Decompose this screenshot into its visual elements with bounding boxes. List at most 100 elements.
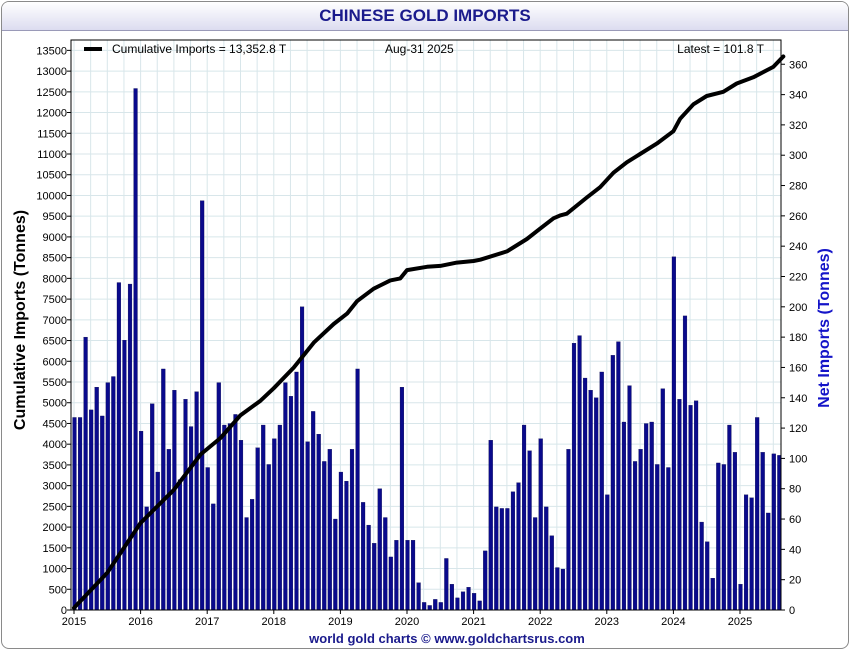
- net-imports-bar: [599, 371, 604, 611]
- net-imports-bar: [549, 535, 554, 611]
- right-tick-label: 100: [789, 453, 807, 465]
- left-tick-label: 13000: [36, 66, 67, 78]
- net-imports-bar: [527, 450, 532, 611]
- title-bar: CHINESE GOLD IMPORTS: [2, 2, 848, 31]
- net-imports-bar: [483, 550, 488, 611]
- net-imports-bar: [516, 482, 521, 611]
- net-imports-bar: [666, 467, 671, 611]
- net-imports-bar: [338, 471, 343, 611]
- net-imports-bar: [327, 449, 332, 611]
- x-axis-ticks: 2015 2016 2017 2018 2019 2020 2021 2022 2023 2024…: [62, 610, 752, 628]
- net-imports-bar: [172, 390, 177, 611]
- net-imports-bar: [377, 488, 382, 611]
- net-imports-bar: [372, 543, 377, 611]
- net-imports-bar: [594, 397, 599, 611]
- net-imports-bar: [111, 376, 116, 611]
- net-imports-bar: [633, 461, 638, 611]
- net-imports-bar: [760, 452, 765, 611]
- right-tick-label: 200: [789, 302, 807, 314]
- left-tick-label: 5000: [43, 398, 67, 410]
- net-imports-bar: [177, 479, 183, 611]
- right-tick-label: 240: [789, 241, 807, 253]
- x-tick-label: 2023: [595, 616, 619, 628]
- net-imports-bar: [238, 440, 244, 611]
- chart-title: CHINESE GOLD IMPORTS: [319, 6, 531, 25]
- right-tick-label: 280: [789, 181, 807, 193]
- net-imports-bar: [244, 517, 249, 611]
- net-imports-bar: [522, 424, 527, 611]
- left-tick-label: 6500: [43, 336, 67, 348]
- net-imports-bar: [699, 521, 704, 611]
- net-imports-bar: [122, 340, 127, 611]
- net-imports-bar: [266, 464, 271, 611]
- x-tick-label: 2015: [62, 616, 86, 628]
- net-imports-bar: [294, 371, 299, 611]
- right-tick-label: 340: [789, 90, 807, 102]
- net-imports-bar: [438, 602, 443, 611]
- legend-series-label: Cumulative Imports = 13,352.8 T: [112, 42, 287, 56]
- left-tick-label: 10500: [36, 170, 67, 182]
- net-imports-bar: [216, 382, 221, 611]
- net-imports-bar: [183, 399, 188, 611]
- right-tick-label: 320: [789, 120, 807, 132]
- net-imports-bar: [538, 438, 543, 611]
- net-imports-bar: [349, 449, 355, 611]
- left-tick-label: 0: [61, 605, 67, 617]
- net-imports-bar: [682, 315, 688, 611]
- net-imports-bar: [250, 499, 255, 611]
- right-tick-label: 20: [789, 575, 801, 587]
- net-imports-bar: [355, 368, 360, 611]
- net-imports-bar: [688, 405, 693, 611]
- net-imports-bar: [466, 587, 471, 611]
- net-imports-bar: [410, 540, 416, 611]
- net-imports-bar: [583, 377, 588, 611]
- net-imports-bar: [588, 390, 593, 611]
- net-imports-bar: [344, 480, 349, 611]
- net-imports-bar: [488, 440, 493, 611]
- net-imports-bar: [755, 417, 760, 611]
- x-tick-label: 2022: [528, 616, 552, 628]
- net-imports-bar: [333, 518, 338, 611]
- net-imports-bar: [477, 600, 482, 611]
- left-tick-label: 5500: [43, 377, 67, 389]
- net-imports-bar: [766, 512, 771, 611]
- x-tick-label: 2020: [395, 616, 419, 628]
- net-imports-bar: [200, 200, 205, 611]
- net-imports-bar: [644, 423, 649, 611]
- left-tick-label: 8000: [43, 273, 67, 285]
- right-tick-label: 180: [789, 332, 807, 344]
- left-tick-label: 2500: [43, 501, 67, 513]
- net-imports-bar: [394, 540, 399, 611]
- net-imports-bar: [721, 464, 726, 611]
- right-tick-label: 220: [789, 271, 807, 283]
- net-imports-bar: [444, 558, 449, 611]
- net-imports-bar: [277, 424, 282, 611]
- net-imports-bar: [727, 424, 732, 611]
- axes: [70, 39, 782, 611]
- net-imports-bar: [716, 462, 721, 611]
- net-imports-bar: [83, 336, 88, 611]
- cumulative-imports-line: [72, 54, 786, 610]
- x-tick-label: 2019: [328, 616, 352, 628]
- net-imports-bar: [616, 341, 621, 611]
- net-imports-bar: [316, 433, 321, 611]
- legend-date-label: Aug-31 2025: [385, 42, 454, 56]
- x-tick-label: 2017: [195, 616, 219, 628]
- net-imports-bar: [366, 524, 371, 611]
- net-imports-bar: [677, 399, 682, 611]
- left-tick-label: 9500: [43, 211, 67, 223]
- net-imports-bar: [166, 449, 171, 611]
- net-imports-bar: [671, 256, 676, 611]
- net-imports-bar: [405, 540, 410, 611]
- net-imports-bar: [544, 506, 549, 611]
- right-tick-label: 60: [789, 514, 801, 526]
- net-imports-bar: [399, 386, 404, 611]
- left-tick-label: 500: [49, 584, 67, 596]
- net-imports-bar: [732, 452, 737, 611]
- left-tick-label: 12000: [36, 108, 67, 120]
- net-imports-bar: [621, 421, 626, 611]
- left-tick-label: 7000: [43, 315, 67, 327]
- right-tick-label: 40: [789, 544, 801, 556]
- net-imports-bar: [577, 335, 582, 611]
